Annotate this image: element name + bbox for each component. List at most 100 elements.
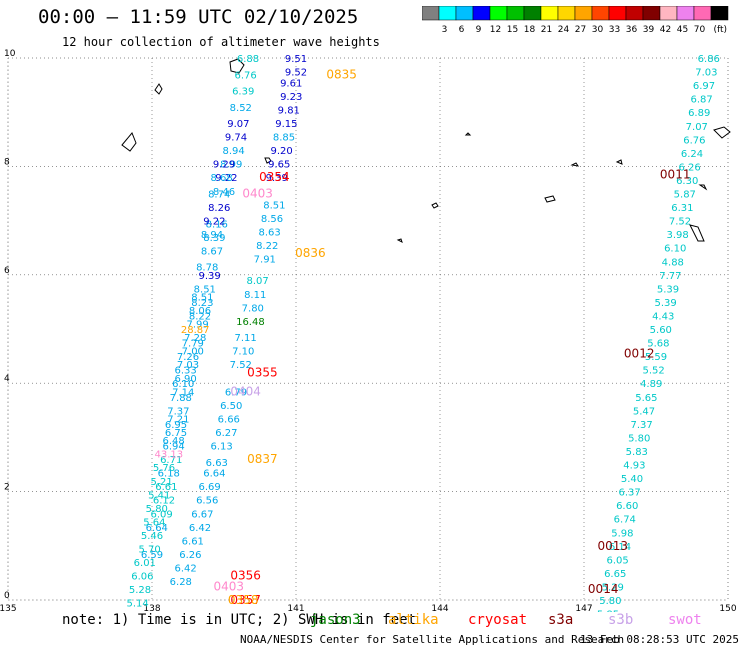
wave-height-value: 7.26 [177, 352, 199, 363]
pass-time-label: 0012 [624, 346, 655, 360]
satellite-legend-item: s3a [548, 612, 574, 628]
scale-label: 15 [507, 25, 518, 34]
wave-height-value: 8.22 [256, 241, 278, 252]
lat-tick-label: 6 [4, 266, 10, 276]
pass-time-label: 0358 [228, 593, 259, 607]
wave-height-value: 8.94 [201, 230, 223, 241]
scale-label: 6 [459, 25, 465, 34]
scale-label: 39 [643, 25, 655, 34]
wave-height-value: 7.37 [167, 406, 189, 417]
wave-height-value: 8.39 [203, 233, 225, 244]
wave-height-value: 6.27 [215, 428, 237, 439]
wave-height-value: 16.48 [236, 317, 265, 328]
wave-height-value: 5.98 [611, 528, 633, 539]
wave-height-value: 8.74 [208, 190, 230, 201]
scale-label: 21 [541, 25, 552, 34]
wave-height-values: 9.51 9.529.61 9.23 9.81 9.15 8.85 9.20 9.65 9.39… [126, 54, 719, 612]
lon-tick-label: 144 [431, 604, 448, 612]
wave-height-value: 9.51 [285, 54, 307, 65]
pass-time-label: 0013 [598, 539, 629, 553]
wave-height-value: 6.61 [182, 536, 204, 547]
wave-height-value: 5.80 [146, 504, 168, 515]
wave-height-value: 5.85 [597, 610, 619, 612]
wave-height-value: 6.39 [232, 87, 254, 98]
pass-time-label: 0356 [230, 569, 261, 583]
wave-height-value: 6.30 [676, 176, 698, 187]
lat-lon-grid: 135 138 141 144 147 150 0 2 4 6 8 10 [0, 49, 737, 612]
wave-height-value: 6.24 [681, 149, 703, 160]
scale-label: 70 [694, 25, 706, 34]
wave-height-value: 7.79 [182, 339, 204, 350]
wave-height-value: 8.07 [246, 276, 268, 287]
wave-height-value: 8.68 [210, 173, 232, 184]
wave-height-value: 8.51 [191, 292, 213, 303]
scale-label: 12 [490, 25, 501, 34]
wave-height-value: 8.67 [201, 246, 223, 257]
wave-height-value: 5.39 [654, 298, 676, 309]
wave-height-value: 5.28 [129, 585, 151, 596]
lat-tick-label: 4 [4, 374, 10, 384]
wave-height-value: 6.48 [162, 436, 184, 447]
timestamp: 13 Feb 08:28:53 UTC 2025 [580, 633, 739, 646]
wave-height-value: 5.47 [633, 406, 655, 417]
pass-time-label: 0011 [660, 168, 691, 182]
wave-height-value: 5.64 [143, 517, 165, 528]
wave-height-value: 7.28 [184, 333, 206, 344]
pass-time-label: 0357 [230, 593, 261, 607]
lat-tick-label: 10 [4, 49, 16, 59]
wave-height-value: 5.52 [642, 366, 664, 377]
wave-height-value: 6.79 [225, 387, 247, 398]
lat-tick-label: 2 [4, 483, 10, 493]
wave-height-value: 4.93 [623, 461, 645, 472]
wave-height-value: 6.59 [141, 550, 163, 561]
wave-height-value: 9.20 [270, 146, 292, 157]
pass-time-label: 0403 [214, 579, 245, 593]
wave-height-value: 7.21 [167, 414, 189, 425]
wave-height-value: 4.89 [640, 379, 662, 390]
wave-height-value: 8.26 [208, 203, 230, 214]
wave-height-value: 4.88 [662, 257, 684, 268]
scale-label: 30 [592, 25, 604, 34]
wave-height-value: 6.76 [234, 70, 256, 81]
island-outlines [121, 58, 731, 243]
lon-tick-label: 150 [719, 604, 736, 612]
wave-height-value: 6.42 [174, 563, 196, 574]
wave-height-value: 7.14 [172, 387, 194, 398]
wave-height-value: 28.87 [181, 325, 210, 336]
satellite-legend-item: jason3 [310, 612, 361, 628]
wave-height-value: 6.64 [203, 469, 225, 480]
wave-height-value: 8.94 [222, 146, 244, 157]
wave-height-value: 7.52 [669, 217, 691, 228]
wave-height-value: 8.11 [244, 290, 266, 301]
wave-height-value: 9.22 [215, 173, 237, 184]
satellite-legend-item: cryosat [468, 612, 528, 628]
island [396, 238, 403, 243]
wave-height-value: 9.74 [225, 133, 247, 144]
wave-height-value: 6.74 [614, 515, 636, 526]
wave-height-value: 7.52 [230, 360, 252, 371]
pass-time-labels: 0835035404030836035504040837035604030357… [214, 67, 691, 607]
wave-height-value: 5.60 [650, 325, 672, 336]
island [615, 159, 623, 165]
wave-height-value: 6.87 [690, 95, 712, 106]
wave-height-value: 8.16 [206, 219, 228, 230]
scale-label: 24 [558, 25, 570, 34]
wave-height-value: 6.05 [606, 555, 628, 566]
scale-label: 9 [476, 25, 482, 34]
wave-height-value: 8.56 [261, 214, 283, 225]
wave-height-value: 6.67 [191, 509, 213, 520]
page-title: 00:00 – 11:59 UTC 02/10/2025 [38, 6, 359, 28]
scale-label: 33 [609, 25, 620, 34]
satellite-legend-item: altika [388, 612, 439, 628]
scale-label: 45 [677, 25, 688, 34]
wave-height-value: 5.68 [647, 339, 669, 350]
island [689, 224, 705, 242]
wave-height-value: 6.90 [174, 374, 196, 385]
wave-height-value: 43.13 [154, 450, 183, 461]
island [544, 195, 556, 203]
island [264, 157, 272, 164]
wave-height-value: 6.18 [158, 469, 180, 480]
wave-height-value: 8.63 [258, 227, 280, 238]
wave-height-value: 6.01 [134, 558, 156, 569]
island [121, 132, 137, 152]
